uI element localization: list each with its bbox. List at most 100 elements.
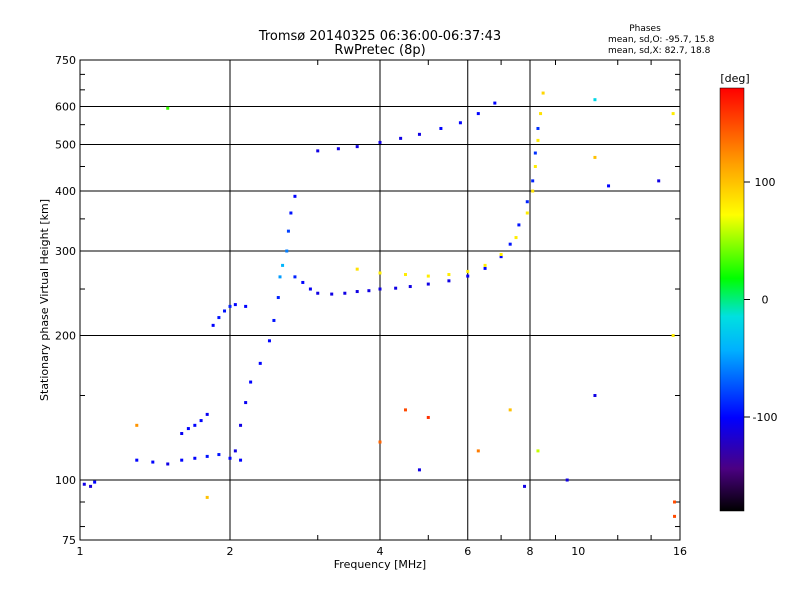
data-point-1-7	[228, 456, 232, 460]
data-point-2-4	[205, 412, 209, 416]
data-point-7-6	[439, 126, 443, 130]
data-point-7-9	[493, 101, 497, 105]
data-point-2-3	[199, 419, 203, 423]
y-tick-labels: 75 100 200 300 400 500 600 750	[55, 54, 76, 547]
plot-area	[79, 59, 681, 541]
grid-lines	[80, 60, 680, 540]
x-tick-label-2: 4	[377, 545, 384, 558]
data-point-0-1	[89, 484, 93, 488]
data-point-4-13	[293, 194, 297, 198]
data-point-5-9	[394, 286, 398, 290]
colorbar-gradient	[719, 87, 745, 512]
x-tick-labels: 1 2 4 6 8 10 16	[77, 545, 688, 558]
data-point-8-10	[657, 179, 661, 183]
data-point-8-15	[205, 495, 209, 499]
data-point-8-18	[508, 408, 512, 412]
x-tick-label-5: 10	[571, 545, 585, 558]
data-point-8-16	[166, 106, 170, 110]
data-point-8-20	[536, 449, 540, 453]
data-point-4-4	[258, 361, 262, 365]
colorbar-tick-label-2: -100	[753, 411, 778, 424]
data-point-4-12	[289, 211, 293, 215]
data-point-7-4	[399, 136, 403, 140]
data-point-1-0	[135, 458, 139, 462]
phase-stats-heading: Phases	[629, 24, 661, 34]
data-point-1-8	[239, 458, 243, 462]
y-axis-label: Stationary phase Virtual Height [km]	[38, 199, 51, 401]
data-point-0-2	[93, 480, 97, 484]
phase-stats-x-mode: mean, sd,X: 82.7, 18.8	[608, 46, 711, 56]
y-tick-label-3: 300	[55, 245, 76, 258]
axis-ticks	[80, 60, 680, 540]
data-point-5-13	[466, 274, 470, 278]
data-point-4-7	[276, 296, 280, 300]
data-point-3-3	[228, 304, 232, 308]
data-point-5-16	[508, 242, 512, 246]
data-point-5-11	[426, 282, 430, 286]
data-point-8-8	[593, 394, 597, 398]
data-point-6-7	[499, 253, 503, 257]
data-point-5-12	[447, 279, 451, 283]
data-point-8-12	[671, 334, 675, 338]
data-point-8-6	[593, 98, 597, 102]
data-point-2-0	[180, 432, 184, 436]
data-point-1-4	[193, 456, 197, 460]
x-tick-label-3: 6	[464, 545, 471, 558]
data-point-6-6	[483, 263, 487, 267]
y-tick-label-4: 400	[55, 185, 76, 198]
data-point-4-0	[233, 449, 237, 453]
colorbar-label: [deg]	[720, 72, 749, 85]
data-point-5-15	[499, 255, 503, 259]
data-point-7-5	[417, 132, 421, 136]
y-tick-label-5: 500	[55, 139, 76, 152]
data-point-2-1	[186, 427, 190, 431]
data-point-5-18	[525, 200, 529, 204]
data-point-7-7	[458, 121, 462, 125]
y-tick-label-2: 200	[55, 330, 76, 343]
data-point-3-5	[244, 304, 248, 308]
y-tick-label-7: 750	[55, 54, 76, 67]
data-point-5-14	[483, 266, 487, 270]
x-tick-label-6: 16	[673, 545, 687, 558]
chart-title: Tromsø 20140325 06:36:00-06:37:43 RwPret…	[258, 29, 501, 58]
data-point-4-8	[278, 275, 282, 279]
data-point-6-10	[531, 189, 535, 193]
data-point-5-5	[343, 291, 347, 295]
data-point-2-2	[193, 423, 197, 427]
y-tick-label-0: 75	[62, 534, 76, 547]
chart-title-line-2: RwPretec (8p)	[334, 43, 425, 58]
data-point-6-2	[403, 273, 407, 277]
data-point-7-2	[355, 145, 359, 149]
data-point-5-17	[517, 223, 521, 227]
data-point-6-0	[355, 267, 359, 271]
data-point-8-13	[673, 500, 677, 504]
x-tick-label-0: 1	[77, 545, 84, 558]
colorbar: [deg] 100 0 -100	[719, 72, 778, 512]
colorbar-tick-label-1: 0	[762, 294, 769, 307]
data-point-8-7	[593, 155, 597, 159]
data-point-3-0	[211, 323, 215, 327]
data-point-5-1	[301, 280, 305, 284]
data-point-8-19	[476, 449, 480, 453]
data-point-1-3	[180, 458, 184, 462]
y-tick-label-1: 100	[55, 474, 76, 487]
data-point-1-5	[205, 454, 209, 458]
data-point-4-10	[285, 249, 289, 253]
data-point-4-2	[244, 401, 248, 405]
data-point-8-11	[671, 112, 675, 116]
data-point-6-13	[539, 112, 543, 116]
data-point-5-6	[355, 290, 359, 294]
x-tick-label-1: 2	[227, 545, 234, 558]
x-tick-label-4: 8	[527, 545, 534, 558]
data-point-5-8	[378, 287, 382, 291]
data-point-3-4	[233, 303, 237, 307]
data-point-5-19	[531, 179, 535, 183]
phase-stats: Phases mean, sd,O: -95.7, 15.8 mean, sd,…	[608, 24, 715, 56]
data-point-6-14	[541, 91, 545, 95]
data-point-7-1	[336, 147, 340, 151]
data-point-8-0	[378, 440, 382, 444]
phase-stats-o-mode: mean, sd,O: -95.7, 15.8	[608, 35, 715, 45]
data-point-5-2	[308, 287, 312, 291]
data-point-6-9	[525, 211, 529, 215]
